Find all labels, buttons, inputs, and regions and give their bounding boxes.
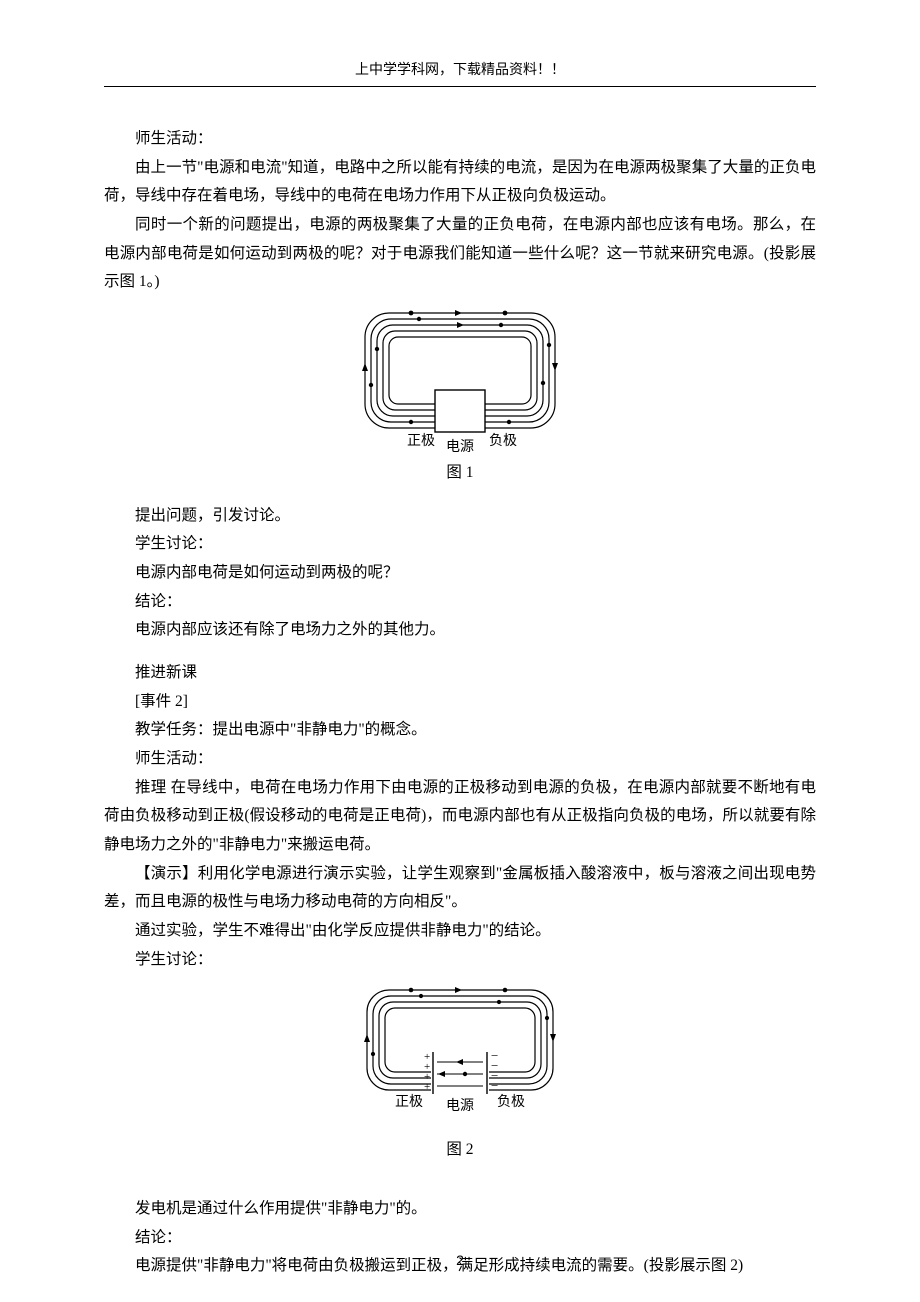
- paragraph: 【演示】利用化学电源进行演示实验，让学生观察到"金属板插入酸溶液中，板与溶液之间…: [104, 860, 816, 917]
- paragraph: [事件 2]: [104, 688, 816, 717]
- page-number: 2: [0, 1248, 920, 1274]
- paragraph: 提出问题，引发讨论。: [104, 502, 816, 531]
- paragraph: 结论：: [104, 588, 816, 617]
- paragraph: 电源内部应该还有除了电场力之外的其他力。: [104, 616, 816, 645]
- header-text: 上中学学科网，下载精品资料！！: [355, 63, 565, 78]
- paragraph: 通过实验，学生不难得出"由化学反应提供非静电力"的结论。: [104, 917, 816, 946]
- fig1-left-label: 正极: [407, 433, 435, 449]
- circuit-diagram-2: + + + + − − − − 正极 负极 电源: [345, 982, 575, 1132]
- paragraph: 师生活动：: [104, 745, 816, 774]
- paragraph: 推理 在导线中，电荷在电场力作用下由电源的正极移动到电源的负极，在电源内部就要不…: [104, 774, 816, 860]
- page-header: 上中学学科网，下载精品资料！！: [104, 58, 816, 95]
- fig1-right-label: 负极: [489, 433, 517, 449]
- figure-2: + + + + − − − − 正极 负极 电源 图 2: [104, 982, 816, 1165]
- paragraph: 学生讨论：: [104, 530, 816, 559]
- paragraph: 由上一节"电源和电流"知道，电路中之所以能有持续的电流，是因为在电源两极聚集了大…: [104, 154, 816, 211]
- fig2-right-label: 负极: [497, 1094, 525, 1110]
- figure-1-caption: 图 1: [104, 459, 816, 488]
- header-rule: [104, 86, 816, 87]
- paragraph: 电源内部电荷是如何运动到两极的呢？: [104, 559, 816, 588]
- paragraph: 学生讨论：: [104, 946, 816, 975]
- paragraph: 教学任务：提出电源中"非静电力"的概念。: [104, 716, 816, 745]
- figure-2-caption: 图 2: [104, 1136, 816, 1165]
- fig1-source-label: 电源: [446, 439, 474, 455]
- paragraph: 师生活动：: [104, 125, 816, 154]
- fig2-left-label: 正极: [395, 1094, 423, 1110]
- paragraph: 推进新课: [104, 659, 816, 688]
- paragraph: 同时一个新的问题提出，电源的两极聚集了大量的正负电荷，在电源内部也应该有电场。那…: [104, 211, 816, 297]
- svg-text:+: +: [424, 1081, 430, 1093]
- circuit-diagram-1: 正极 负极 电源: [345, 305, 575, 455]
- fig2-source-label: 电源: [446, 1098, 474, 1114]
- paragraph: 发电机是通过什么作用提供"非静电力"的。: [104, 1195, 816, 1224]
- figure-1: 正极 负极 电源 图 1: [104, 305, 816, 488]
- svg-text:−: −: [491, 1078, 498, 1093]
